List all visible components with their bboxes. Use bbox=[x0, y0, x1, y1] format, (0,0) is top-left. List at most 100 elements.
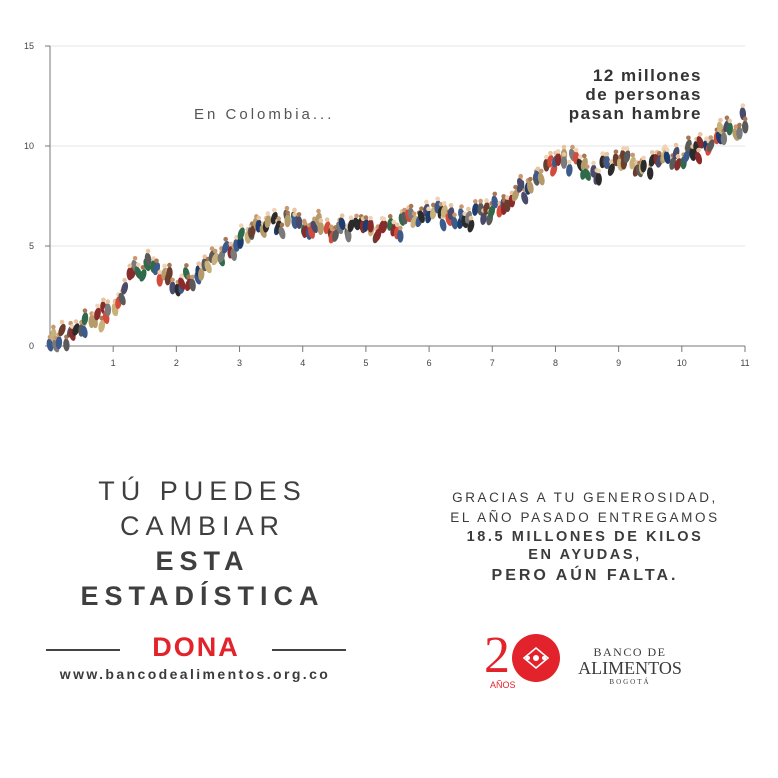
person-head bbox=[466, 206, 471, 212]
person-head bbox=[170, 277, 175, 283]
message-line: PERO AÚN FALTA. bbox=[491, 567, 679, 584]
x-tick-label: 8 bbox=[553, 358, 558, 368]
person-body bbox=[94, 307, 101, 321]
person-head bbox=[673, 142, 679, 148]
person-head bbox=[209, 246, 215, 251]
website-url[interactable]: www.bancodealimentos.org.co bbox=[59, 666, 331, 682]
person-body bbox=[554, 152, 562, 166]
logo-line-1: BANCO DE bbox=[593, 645, 666, 659]
person-body bbox=[629, 156, 637, 170]
person-body bbox=[278, 226, 286, 240]
person-body bbox=[682, 150, 691, 163]
person-body bbox=[595, 172, 602, 186]
person-head bbox=[394, 222, 400, 228]
change-statistic-message: TÚ PUEDES CAMBIAR ESTA ESTADÍSTICA bbox=[40, 474, 365, 614]
person-body bbox=[345, 229, 352, 243]
x-tick-label: 11 bbox=[740, 358, 749, 368]
person-head bbox=[238, 223, 244, 228]
person-body bbox=[55, 336, 63, 350]
person-body bbox=[472, 202, 479, 216]
person-head bbox=[398, 225, 403, 231]
person-body bbox=[211, 252, 219, 266]
person-body bbox=[80, 325, 88, 339]
logo-mark-icon bbox=[522, 646, 550, 670]
person-head bbox=[538, 168, 544, 174]
person-head bbox=[435, 196, 440, 202]
person-head bbox=[742, 116, 748, 122]
person-body bbox=[230, 248, 237, 261]
person-body bbox=[640, 159, 647, 173]
person-body bbox=[517, 177, 525, 191]
person-body bbox=[46, 338, 54, 352]
person-head bbox=[223, 236, 228, 242]
person-head bbox=[484, 198, 489, 203]
person-body bbox=[284, 214, 291, 228]
person-body bbox=[118, 292, 126, 306]
x-tick-label: 2 bbox=[174, 358, 179, 368]
person-head bbox=[630, 152, 636, 158]
person-head bbox=[324, 217, 330, 222]
person-head bbox=[82, 308, 88, 313]
x-tick-label: 4 bbox=[300, 358, 305, 368]
person-head bbox=[419, 206, 424, 211]
message-line: EN AYUDAS, bbox=[528, 547, 642, 563]
person-body bbox=[144, 252, 152, 266]
person-body bbox=[674, 158, 682, 171]
person-body bbox=[380, 220, 388, 234]
person-head bbox=[697, 132, 703, 137]
person-body bbox=[362, 219, 370, 232]
divider bbox=[272, 649, 346, 651]
person-head bbox=[265, 211, 271, 216]
person-body bbox=[736, 126, 743, 140]
person-body bbox=[156, 273, 163, 287]
message-line: CAMBIAR bbox=[119, 511, 286, 541]
y-tick-label: 0 bbox=[29, 341, 34, 351]
person-head bbox=[105, 299, 111, 304]
person-body bbox=[338, 217, 346, 231]
person-body bbox=[317, 221, 325, 235]
person-body bbox=[264, 214, 272, 228]
x-tick-label: 1 bbox=[111, 358, 116, 368]
person-body bbox=[407, 207, 415, 221]
logo-dot bbox=[526, 656, 530, 660]
person-head bbox=[548, 150, 553, 156]
person-head bbox=[101, 297, 106, 303]
chart-axes bbox=[45, 45, 746, 352]
x-tick-label: 9 bbox=[616, 358, 621, 368]
message-line: ESTADÍSTICA bbox=[80, 581, 325, 611]
person-head bbox=[186, 274, 191, 280]
person-head bbox=[696, 147, 701, 153]
x-tick-label: 7 bbox=[490, 358, 495, 368]
person-body bbox=[464, 210, 472, 224]
person-head bbox=[167, 262, 172, 268]
person-body bbox=[720, 132, 728, 146]
annotation-line: pasan hambre bbox=[568, 104, 702, 123]
person-head bbox=[387, 214, 393, 219]
person-body bbox=[583, 168, 591, 181]
person-head bbox=[596, 168, 602, 174]
person-head bbox=[296, 212, 302, 217]
person-head bbox=[448, 202, 454, 208]
person-head bbox=[718, 117, 723, 123]
person-head bbox=[424, 199, 429, 205]
person-head bbox=[544, 154, 549, 160]
person-head bbox=[95, 303, 100, 309]
person-head bbox=[122, 277, 127, 283]
person-head bbox=[368, 215, 373, 221]
person-head bbox=[348, 215, 354, 221]
dona-label[interactable]: DONA bbox=[152, 632, 240, 662]
person-body bbox=[491, 195, 499, 209]
person-head bbox=[426, 206, 431, 212]
person-body bbox=[222, 240, 230, 254]
people-crowd-line bbox=[46, 103, 749, 353]
y-tick-label: 10 bbox=[24, 141, 34, 151]
person-body bbox=[198, 267, 205, 281]
person-head bbox=[740, 103, 746, 108]
person-head bbox=[535, 166, 541, 172]
person-body bbox=[696, 136, 704, 149]
person-head bbox=[733, 124, 739, 129]
person-head bbox=[202, 254, 208, 260]
person-head bbox=[656, 150, 662, 156]
annotation-line: 12 millones bbox=[592, 66, 702, 85]
person-head bbox=[292, 207, 297, 213]
